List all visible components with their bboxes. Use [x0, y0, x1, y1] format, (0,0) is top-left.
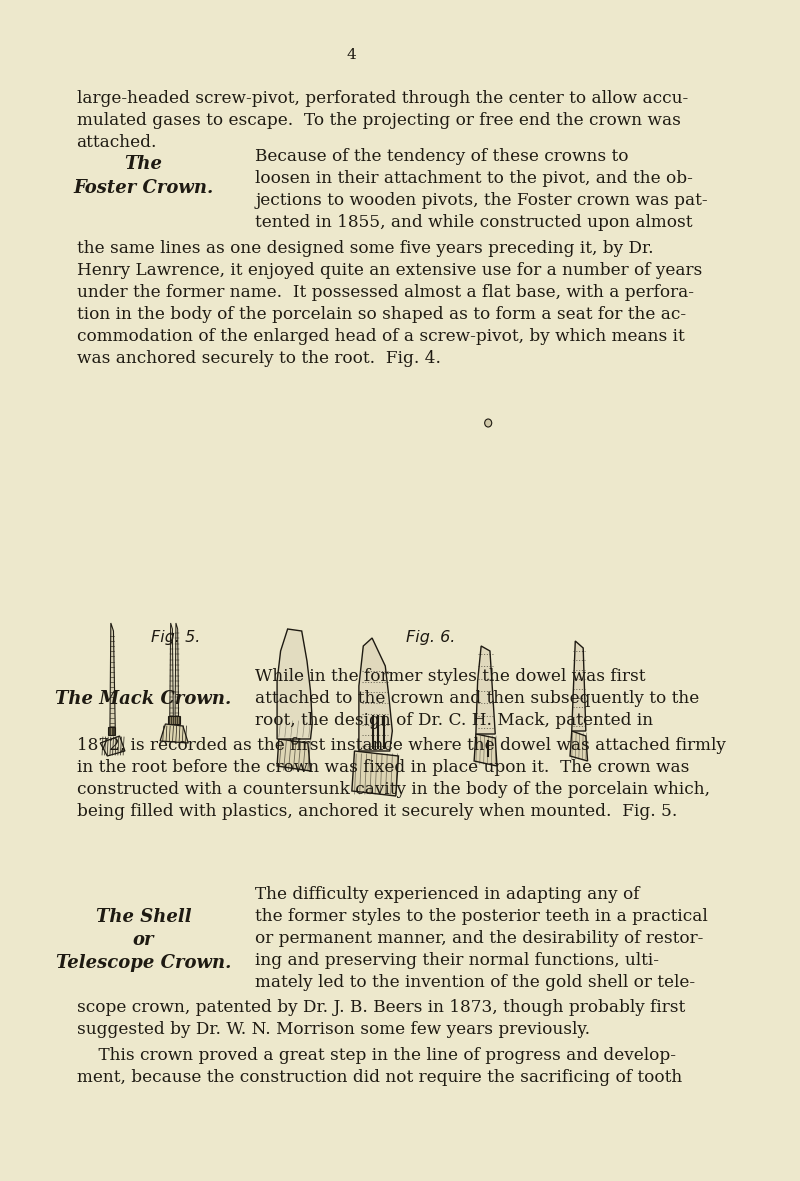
Text: commodation of the enlarged head of a screw-pivot, by which means it: commodation of the enlarged head of a sc… [77, 328, 684, 345]
Text: 1872, is recorded as the first instance where the dowel was attached firmly: 1872, is recorded as the first instance … [77, 737, 726, 753]
Text: was anchored securely to the root.  Fig. 4.: was anchored securely to the root. Fig. … [77, 350, 441, 367]
Polygon shape [108, 727, 115, 735]
Text: scope crown, patented by Dr. J. B. Beers in 1873, though probably first: scope crown, patented by Dr. J. B. Beers… [77, 999, 685, 1016]
Text: Foster Crown.: Foster Crown. [74, 180, 214, 197]
Polygon shape [476, 646, 495, 735]
Text: jections to wooden pivots, the Foster crown was pat-: jections to wooden pivots, the Foster cr… [255, 193, 708, 209]
Text: ing and preserving their normal functions, ulti-: ing and preserving their normal function… [255, 952, 659, 968]
Polygon shape [572, 641, 586, 731]
Text: This crown proved a great step in the line of progress and develop-: This crown proved a great step in the li… [77, 1048, 675, 1064]
Text: being filled with plastics, anchored it securely when mounted.  Fig. 5.: being filled with plastics, anchored it … [77, 803, 677, 820]
Text: ment, because the construction did not require the sacrificing of tooth: ment, because the construction did not r… [77, 1069, 682, 1087]
Text: the former styles to the posterior teeth in a practical: the former styles to the posterior teeth… [255, 908, 708, 925]
Text: tion in the body of the porcelain so shaped as to form a seat for the ac-: tion in the body of the porcelain so sha… [77, 306, 686, 322]
Text: The difficulty experienced in adapting any of: The difficulty experienced in adapting a… [255, 886, 639, 903]
Polygon shape [277, 629, 312, 739]
Text: attached.: attached. [77, 133, 157, 151]
Polygon shape [100, 736, 125, 756]
Polygon shape [170, 624, 174, 716]
Text: While in the former styles the dowel was first: While in the former styles the dowel was… [255, 668, 646, 685]
Polygon shape [359, 638, 392, 751]
Text: or: or [133, 931, 154, 950]
Text: tented in 1855, and while constructed upon almost: tented in 1855, and while constructed up… [255, 214, 693, 231]
Text: constructed with a countersunk cavity in the body of the porcelain which,: constructed with a countersunk cavity in… [77, 781, 710, 798]
Circle shape [485, 419, 492, 428]
Text: The Mack Crown.: The Mack Crown. [55, 690, 231, 707]
Polygon shape [277, 739, 310, 771]
Text: root, the design of Dr. C. H. Mack, patented in: root, the design of Dr. C. H. Mack, pate… [255, 712, 654, 729]
Text: attached to the crown and then subsequently to the: attached to the crown and then subsequen… [255, 690, 699, 707]
Polygon shape [110, 624, 115, 727]
Text: in the root before the crown was fixed in place upon it.  The crown was: in the root before the crown was fixed i… [77, 759, 689, 776]
Text: mulated gases to escape.  To the projecting or free end the crown was: mulated gases to escape. To the projecti… [77, 112, 681, 129]
Text: mately led to the invention of the gold shell or tele-: mately led to the invention of the gold … [255, 974, 695, 991]
Polygon shape [168, 716, 180, 724]
Text: The Shell: The Shell [95, 908, 191, 926]
Text: Henry Lawrence, it enjoyed quite an extensive use for a number of years: Henry Lawrence, it enjoyed quite an exte… [77, 262, 702, 279]
Text: suggested by Dr. W. N. Morrison some few years previously.: suggested by Dr. W. N. Morrison some few… [77, 1022, 590, 1038]
Polygon shape [160, 724, 188, 743]
Text: The: The [124, 155, 162, 172]
Text: large-headed screw-pivot, perforated through the center to allow accu-: large-headed screw-pivot, perforated thr… [77, 90, 688, 107]
Text: 4: 4 [347, 48, 357, 61]
Text: Fig. 5.: Fig. 5. [151, 629, 201, 645]
Polygon shape [570, 731, 587, 761]
Text: Fig. 6.: Fig. 6. [406, 629, 456, 645]
Text: loosen in their attachment to the pivot, and the ob-: loosen in their attachment to the pivot,… [255, 170, 693, 187]
Polygon shape [175, 624, 178, 716]
Text: the same lines as one designed some five years preceding it, by Dr.: the same lines as one designed some five… [77, 240, 653, 257]
Polygon shape [474, 735, 497, 766]
Text: or permanent manner, and the desirability of restor-: or permanent manner, and the desirabilit… [255, 929, 703, 947]
Text: Telescope Crown.: Telescope Crown. [56, 954, 231, 972]
Text: Because of the tendency of these crowns to: Because of the tendency of these crowns … [255, 148, 629, 165]
Text: under the former name.  It possessed almost a flat base, with a perfora-: under the former name. It possessed almo… [77, 283, 694, 301]
Polygon shape [352, 751, 398, 796]
